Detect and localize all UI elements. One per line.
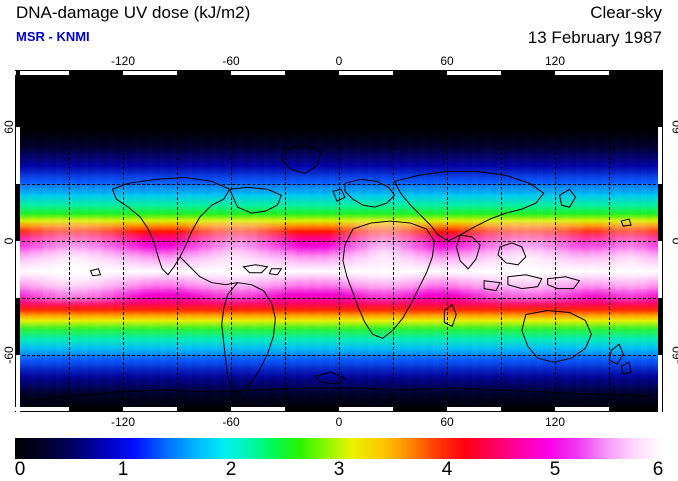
colorbar-tick-label: 3 (333, 459, 345, 480)
ytick-label-right: 0 (670, 228, 678, 254)
tick-segment-bottom (177, 407, 231, 411)
tick-segment-top (447, 71, 501, 75)
tick-segment-bottom (231, 407, 285, 411)
colorbar-tick-label: 2 (225, 459, 237, 480)
tick-segment-right (658, 298, 662, 355)
tick-segment-top (555, 71, 609, 75)
ytick-label-right: -60 (670, 346, 678, 364)
xtick-label-bottom: 0 (335, 415, 343, 429)
tick-segment-bottom (339, 407, 393, 411)
ytick-label-left: -60 (2, 346, 16, 364)
tick-segment-bottom (393, 407, 447, 411)
ytick-label-left: 0 (2, 237, 16, 245)
gridline-lat (17, 241, 661, 242)
tick-segment-left (16, 241, 20, 298)
colorbar (15, 438, 663, 459)
xtick-label-top: 60 (440, 54, 454, 68)
figure-title: DNA-damage UV dose (kJ/m2) (16, 3, 251, 22)
tick-segment-bottom (69, 407, 123, 411)
tick-segment-bottom (501, 407, 555, 411)
xtick-label-bottom: -60 (222, 415, 240, 429)
colorbar-tick-label: 1 (117, 459, 129, 480)
xtick-label-top: -60 (222, 54, 240, 68)
gridline-lat (17, 127, 661, 128)
gridline-lat (17, 184, 661, 185)
tick-segment-bottom (15, 407, 69, 411)
colorbar-tick-label: 5 (549, 459, 561, 480)
institution-label: MSR - KNMI (16, 29, 90, 44)
tick-segment-top (501, 71, 555, 75)
tick-segment-right (658, 241, 662, 298)
tick-segment-right (658, 127, 662, 184)
tick-segment-bottom (447, 407, 501, 411)
tick-segment-left (16, 184, 20, 241)
tick-segment-top (177, 71, 231, 75)
tick-segment-top (285, 71, 339, 75)
tick-segment-right (658, 355, 662, 412)
tick-segment-top (69, 71, 123, 75)
xtick-label-bottom: 120 (544, 415, 566, 429)
colorbar-tick-label: 0 (14, 459, 26, 480)
tick-segment-top (609, 71, 663, 75)
tick-segment-top (339, 71, 393, 75)
xtick-label-bottom: -120 (110, 415, 136, 429)
graticule (17, 72, 661, 410)
tick-segment-top (231, 71, 285, 75)
colorbar-tick-label: 4 (441, 459, 453, 480)
tick-segment-bottom (609, 407, 663, 411)
tick-segment-top (123, 71, 177, 75)
colorbar-tick-label: 6 (652, 459, 664, 480)
ytick-label-left: 60 (2, 120, 16, 134)
xtick-label-top: 0 (335, 54, 343, 68)
gridline-lat (17, 298, 661, 299)
tick-segment-right (658, 184, 662, 241)
xtick-label-top: -120 (110, 54, 136, 68)
tick-segment-left (16, 127, 20, 184)
map-plot-area (15, 70, 663, 412)
coastline-overlay (30, 145, 648, 401)
xtick-label-top: 120 (544, 54, 566, 68)
tick-segment-right (658, 70, 662, 127)
tick-segment-left (16, 298, 20, 355)
tick-segment-top (393, 71, 447, 75)
tick-segment-top (15, 71, 69, 75)
ytick-label-right: 60 (670, 120, 678, 134)
observation-date: 13 February 1987 (527, 28, 662, 47)
tick-segment-left (16, 70, 20, 127)
sky-condition-label: Clear-sky (590, 3, 662, 22)
tick-segment-bottom (285, 407, 339, 411)
gridline-lat (17, 355, 661, 356)
tick-segment-left (16, 355, 20, 412)
tick-segment-bottom (123, 407, 177, 411)
tick-segment-bottom (555, 407, 609, 411)
xtick-label-bottom: 60 (440, 415, 454, 429)
